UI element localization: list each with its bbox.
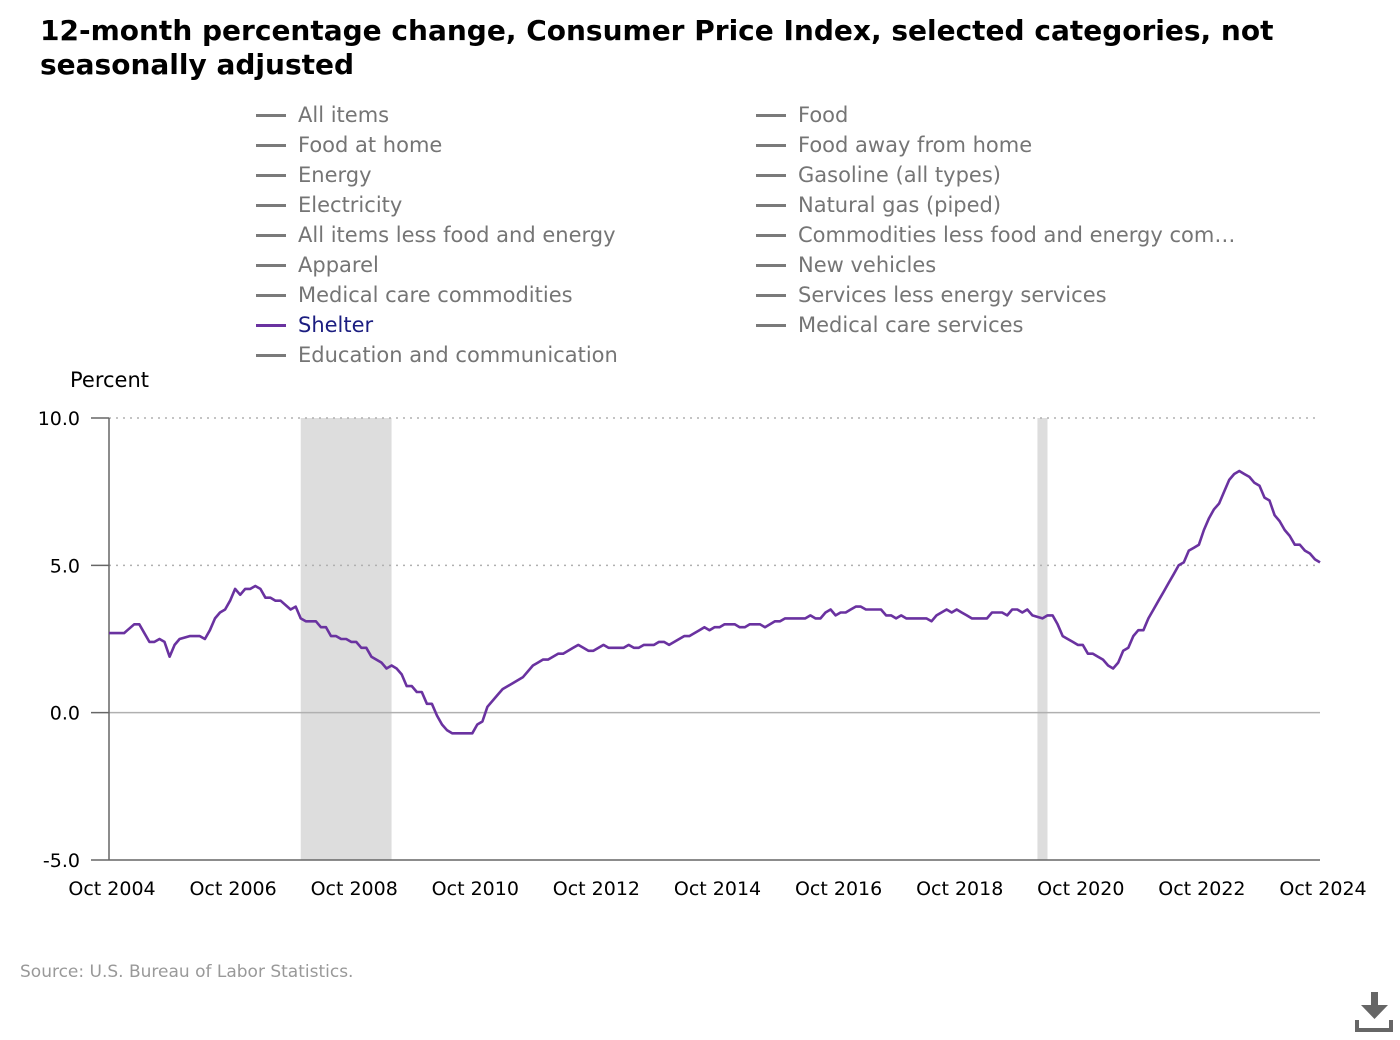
- x-tick-label: Oct 2006: [189, 878, 276, 900]
- recession-band: [1037, 418, 1048, 860]
- legend-item[interactable]: Food away from home: [756, 130, 1032, 160]
- legend-swatch: [756, 203, 786, 207]
- x-tick-label: Oct 2024: [1279, 878, 1366, 900]
- x-tick-label: Oct 2016: [795, 878, 882, 900]
- legend-label: Medical care commodities: [298, 283, 573, 307]
- legend-label: Gasoline (all types): [798, 163, 1001, 187]
- legend-item[interactable]: Food at home: [256, 130, 442, 160]
- legend-swatch: [256, 353, 286, 357]
- legend-item[interactable]: Natural gas (piped): [756, 190, 1001, 220]
- legend-label: Services less energy services: [798, 283, 1107, 307]
- legend-item[interactable]: Medical care services: [756, 310, 1023, 340]
- legend-label: Natural gas (piped): [798, 193, 1002, 217]
- legend-swatch: [256, 263, 286, 267]
- legend-swatch: [256, 293, 286, 297]
- y-tick-label: -5.0: [43, 850, 80, 872]
- legend-label: New vehicles: [798, 253, 937, 277]
- legend-item[interactable]: Food: [756, 100, 848, 130]
- legend-swatch: [756, 263, 786, 267]
- legend-item[interactable]: All items less food and energy: [256, 220, 616, 250]
- legend-label: Food at home: [298, 133, 443, 157]
- legend-item[interactable]: Apparel: [256, 250, 379, 280]
- legend-label: Food: [798, 103, 849, 127]
- legend-swatch: [256, 323, 286, 327]
- legend-label: Energy: [298, 163, 372, 187]
- legend-swatch: [756, 233, 786, 237]
- x-tick-label: Oct 2014: [674, 878, 761, 900]
- download-icon[interactable]: [1352, 990, 1396, 1034]
- x-tick-label: Oct 2010: [432, 878, 519, 900]
- source-note: Source: U.S. Bureau of Labor Statistics.: [20, 962, 354, 982]
- legend-label: Shelter: [298, 313, 374, 337]
- legend-item[interactable]: Electricity: [256, 190, 402, 220]
- legend-label: Education and communication: [298, 343, 618, 367]
- x-tick-label: Oct 2012: [553, 878, 640, 900]
- legend-label: All items less food and energy: [298, 223, 616, 247]
- chart-title: 12-month percentage change, Consumer Pri…: [40, 14, 1274, 81]
- legend-item[interactable]: Services less energy services: [756, 280, 1107, 310]
- legend-item[interactable]: Energy: [256, 160, 372, 190]
- legend-swatch: [256, 113, 286, 117]
- legend-label: Apparel: [298, 253, 379, 277]
- legend-item[interactable]: Gasoline (all types): [756, 160, 1001, 190]
- legend-swatch: [756, 173, 786, 177]
- legend-swatch: [756, 143, 786, 147]
- legend-swatch: [756, 113, 786, 117]
- legend-item[interactable]: Shelter: [256, 310, 373, 340]
- legend-label: Commodities less food and energy com…: [798, 223, 1236, 247]
- legend-swatch: [256, 143, 286, 147]
- legend-label: Electricity: [298, 193, 403, 217]
- y-tick-label: 0.0: [50, 703, 80, 725]
- x-tick-label: Oct 2022: [1158, 878, 1245, 900]
- legend-label: Medical care services: [798, 313, 1024, 337]
- legend-swatch: [256, 173, 286, 177]
- legend-swatch: [256, 233, 286, 237]
- y-tick-label: 5.0: [50, 555, 80, 577]
- x-tick-label: Oct 2008: [311, 878, 398, 900]
- legend-swatch: [256, 203, 286, 207]
- y-axis-label: Percent: [70, 368, 150, 392]
- legend-item[interactable]: Commodities less food and energy com…: [756, 220, 1235, 250]
- legend-swatch: [756, 323, 786, 327]
- legend-label: All items: [298, 103, 390, 127]
- legend-swatch: [756, 293, 786, 297]
- legend-item[interactable]: Medical care commodities: [256, 280, 573, 310]
- x-tick-label: Oct 2020: [1037, 878, 1124, 900]
- x-tick-label: Oct 2004: [68, 878, 155, 900]
- legend-label: Food away from home: [798, 133, 1033, 157]
- x-tick-label: Oct 2018: [916, 878, 1003, 900]
- legend-item[interactable]: New vehicles: [756, 250, 936, 280]
- legend-item[interactable]: Education and communication: [256, 340, 618, 370]
- y-tick-label: 10.0: [38, 408, 80, 430]
- series-line-shelter: [109, 469, 1321, 735]
- legend-item[interactable]: All items: [256, 100, 389, 130]
